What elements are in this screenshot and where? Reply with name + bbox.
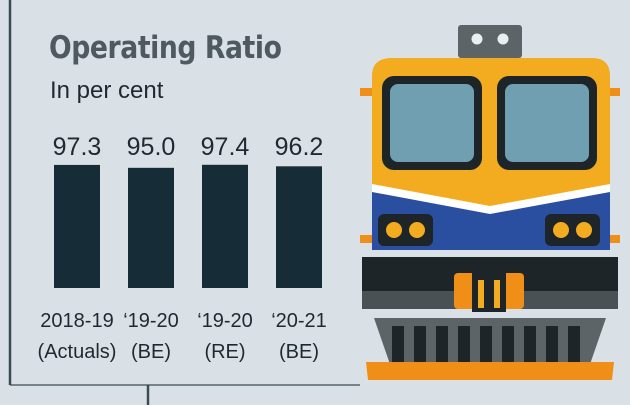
- bracket: [608, 88, 620, 96]
- bracket: [360, 235, 372, 243]
- coupler-center: [472, 268, 506, 312]
- headlight-icon: [576, 222, 592, 238]
- horn-light-right: [497, 33, 509, 45]
- headlight-housing-right: [545, 214, 600, 246]
- category-label: 2018-19: [40, 310, 113, 332]
- headlight-icon: [553, 222, 569, 238]
- cowcatcher-base: [366, 362, 614, 380]
- bar-value-label: 95.0: [127, 133, 176, 161]
- coupler-bar: [494, 280, 500, 308]
- bar: [276, 166, 322, 288]
- horn-light-left: [471, 33, 483, 45]
- cab-stripe: [372, 184, 610, 214]
- category-sublabel: (Actuals): [38, 341, 117, 363]
- cowcatcher-slats: [392, 326, 580, 364]
- headlight-icon: [386, 222, 402, 238]
- bar-value-label: 97.4: [201, 133, 250, 161]
- bar-value-label: 96.2: [275, 133, 324, 161]
- coupler-bar: [478, 280, 484, 308]
- category-sublabel: (RE): [204, 341, 245, 363]
- headlight-icon: [409, 222, 425, 238]
- category-label: ‘19-20: [123, 310, 179, 332]
- category-sublabel: (BE): [131, 341, 171, 363]
- chart-axes: [8, 0, 360, 405]
- bar: [202, 164, 248, 288]
- category-label: ‘19-20: [197, 310, 253, 332]
- headlight-housing-left: [378, 214, 433, 246]
- window-right: [505, 84, 589, 162]
- bars-group: [54, 164, 322, 288]
- window-left: [390, 84, 474, 162]
- chart-subtitle: In per cent: [50, 77, 164, 104]
- bracket: [608, 235, 620, 243]
- bar: [54, 164, 100, 288]
- horn-icon: [458, 25, 522, 58]
- category-label: ‘20-21: [271, 310, 327, 332]
- bracket: [360, 88, 372, 96]
- bar: [128, 167, 174, 288]
- category-sublabel: (BE): [279, 341, 319, 363]
- labels-group: 97.3 2018-19 (Actuals) 95.0 ‘19-20 (BE) 97.4 ‘1…: [38, 133, 327, 363]
- bar-value-label: 97.3: [53, 133, 102, 161]
- chart-title: Operating Ratio: [49, 30, 282, 66]
